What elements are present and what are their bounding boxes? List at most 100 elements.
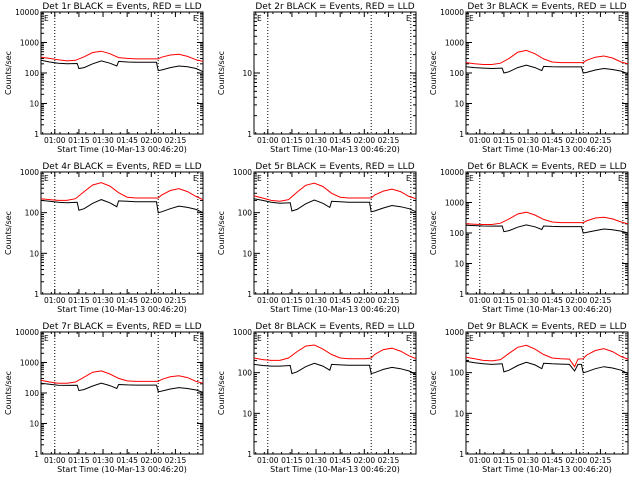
y-tick-label: 1 xyxy=(247,130,252,139)
plot-frame xyxy=(40,11,204,135)
x-axis-label: Start Time (10-Mar-13 00:46:20) xyxy=(270,305,400,314)
x-tick-label: 01:30 xyxy=(92,136,114,145)
chart-panel-1: Det 1r BLACK = Events, RED = LLD 1 10 100 10… xyxy=(4,2,204,154)
y-tick-label: 1 xyxy=(34,130,39,139)
legend-mark: E xyxy=(406,14,411,23)
x-tick-label: 02:15 xyxy=(378,296,400,305)
events-series-line xyxy=(40,59,204,73)
y-axis-label: Counts/sec xyxy=(429,51,438,95)
y-tick-label: 1 xyxy=(459,130,464,139)
chart-title: Det 7r BLACK = Events, RED = LLD xyxy=(42,322,201,332)
chart-title: Det 8r BLACK = Events, RED = LLD xyxy=(255,322,414,332)
chart-panel-3: Det 3r BLACK = Events, RED = LLD 1 10 100 10… xyxy=(429,2,629,154)
legend-mark: E xyxy=(618,14,623,23)
plot-frame xyxy=(465,331,629,455)
y-axis-label: Counts/sec xyxy=(217,211,226,255)
x-tick-label: 02:15 xyxy=(165,136,187,145)
chart-panel-6: Det 6r BLACK = Events, RED = LLD 1 10 100 10… xyxy=(429,162,629,314)
y-tick-label: 1 xyxy=(247,290,252,299)
legend-mark: E xyxy=(44,334,49,343)
x-tick-label: 02:15 xyxy=(165,296,187,305)
legend-mark: E xyxy=(257,334,262,343)
chart-title: Det 9r BLACK = Events, RED = LLD xyxy=(467,322,626,332)
y-axis-label: Counts/sec xyxy=(4,51,13,95)
plot-frame xyxy=(465,11,629,135)
x-axis-label: Start Time (10-Mar-13 00:46:20) xyxy=(482,465,612,474)
y-tick-label: 100 xyxy=(238,209,253,218)
x-tick-label: 02:00 xyxy=(140,456,162,465)
x-axis-label: Start Time (10-Mar-13 00:46:20) xyxy=(57,305,187,314)
y-tick-label: 1000 xyxy=(20,359,39,368)
chart-panel-7: Det 7r BLACK = Events, RED = LLD 1 10 100 10… xyxy=(4,322,204,474)
x-tick-label: 01:30 xyxy=(305,296,327,305)
y-tick-label: 10 xyxy=(29,249,39,258)
chart-title: Det 4r BLACK = Events, RED = LLD xyxy=(42,162,201,172)
lld-series-line xyxy=(465,211,629,225)
lld-series-line xyxy=(465,49,629,65)
lld-series-line xyxy=(465,344,629,368)
x-axis-label: Start Time (10-Mar-13 00:46:20) xyxy=(270,465,400,474)
x-tick-label: 01:15 xyxy=(68,136,90,145)
chart-title: Det 5r BLACK = Events, RED = LLD xyxy=(255,162,414,172)
y-tick-label: 100 xyxy=(450,69,465,78)
y-tick-label: 1 xyxy=(459,290,464,299)
x-tick-label: 02:00 xyxy=(565,136,587,145)
x-tick-label: 01:45 xyxy=(116,136,138,145)
y-tick-label: 1000 xyxy=(233,328,252,337)
x-tick-label: 01:15 xyxy=(493,136,515,145)
chart-title: Det 6r BLACK = Events, RED = LLD xyxy=(467,162,626,172)
x-tick-label: 01:30 xyxy=(517,296,539,305)
lld-series-line xyxy=(40,370,204,384)
y-tick-label: 10 xyxy=(29,100,39,109)
plot-frame xyxy=(253,11,417,135)
y-tick-label: 1000 xyxy=(445,39,464,48)
x-tick-label: 02:15 xyxy=(590,136,612,145)
legend-mark: E xyxy=(193,334,198,343)
y-tick-label: 100 xyxy=(238,369,253,378)
x-tick-label: 01:00 xyxy=(44,136,66,145)
y-tick-label: 1000 xyxy=(233,168,252,177)
x-tick-label: 01:30 xyxy=(517,136,539,145)
events-series-line xyxy=(40,382,204,393)
y-tick-label: 1 xyxy=(459,450,464,459)
x-tick-label: 01:45 xyxy=(541,296,563,305)
events-series-line xyxy=(465,360,629,375)
x-tick-label: 01:00 xyxy=(257,456,279,465)
x-tick-label: 01:00 xyxy=(257,136,279,145)
chart-title: Det 1r BLACK = Events, RED = LLD xyxy=(42,2,201,12)
y-tick-label: 100 xyxy=(25,69,40,78)
x-tick-label: 02:15 xyxy=(590,456,612,465)
events-series-line xyxy=(40,199,204,214)
plot-frame xyxy=(40,171,204,295)
lld-series-line xyxy=(40,50,204,62)
x-axis-label: Start Time (10-Mar-13 00:46:20) xyxy=(482,145,612,154)
legend-mark: E xyxy=(618,334,623,343)
legend-mark: E xyxy=(406,334,411,343)
x-tick-label: 01:00 xyxy=(257,296,279,305)
chart-panel-9: Det 9r BLACK = Events, RED = LLD 1 10 100 10… xyxy=(429,322,629,474)
events-series-line xyxy=(465,224,629,234)
x-tick-label: 01:00 xyxy=(469,456,491,465)
legend-mark: E xyxy=(618,174,623,183)
legend-mark: E xyxy=(257,14,262,23)
x-tick-label: 01:30 xyxy=(517,456,539,465)
x-tick-label: 02:00 xyxy=(353,456,375,465)
y-tick-label: 100 xyxy=(25,389,40,398)
x-tick-label: 02:00 xyxy=(565,456,587,465)
y-axis-label: Counts/sec xyxy=(429,371,438,415)
x-tick-label: 01:30 xyxy=(92,456,114,465)
y-tick-label: 10 xyxy=(454,409,464,418)
legend-mark: E xyxy=(469,14,474,23)
y-tick-label: 100 xyxy=(450,369,465,378)
x-tick-label: 01:45 xyxy=(541,456,563,465)
x-tick-label: 01:45 xyxy=(541,136,563,145)
x-tick-label: 01:15 xyxy=(493,296,515,305)
x-tick-label: 01:00 xyxy=(469,296,491,305)
events-series-line xyxy=(253,362,417,375)
plot-frame xyxy=(253,171,417,295)
x-tick-label: 01:45 xyxy=(329,456,351,465)
legend-mark: E xyxy=(193,174,198,183)
y-tick-label: 1000 xyxy=(445,199,464,208)
y-tick-label: 10000 xyxy=(15,328,39,337)
x-tick-label: 02:15 xyxy=(165,456,187,465)
